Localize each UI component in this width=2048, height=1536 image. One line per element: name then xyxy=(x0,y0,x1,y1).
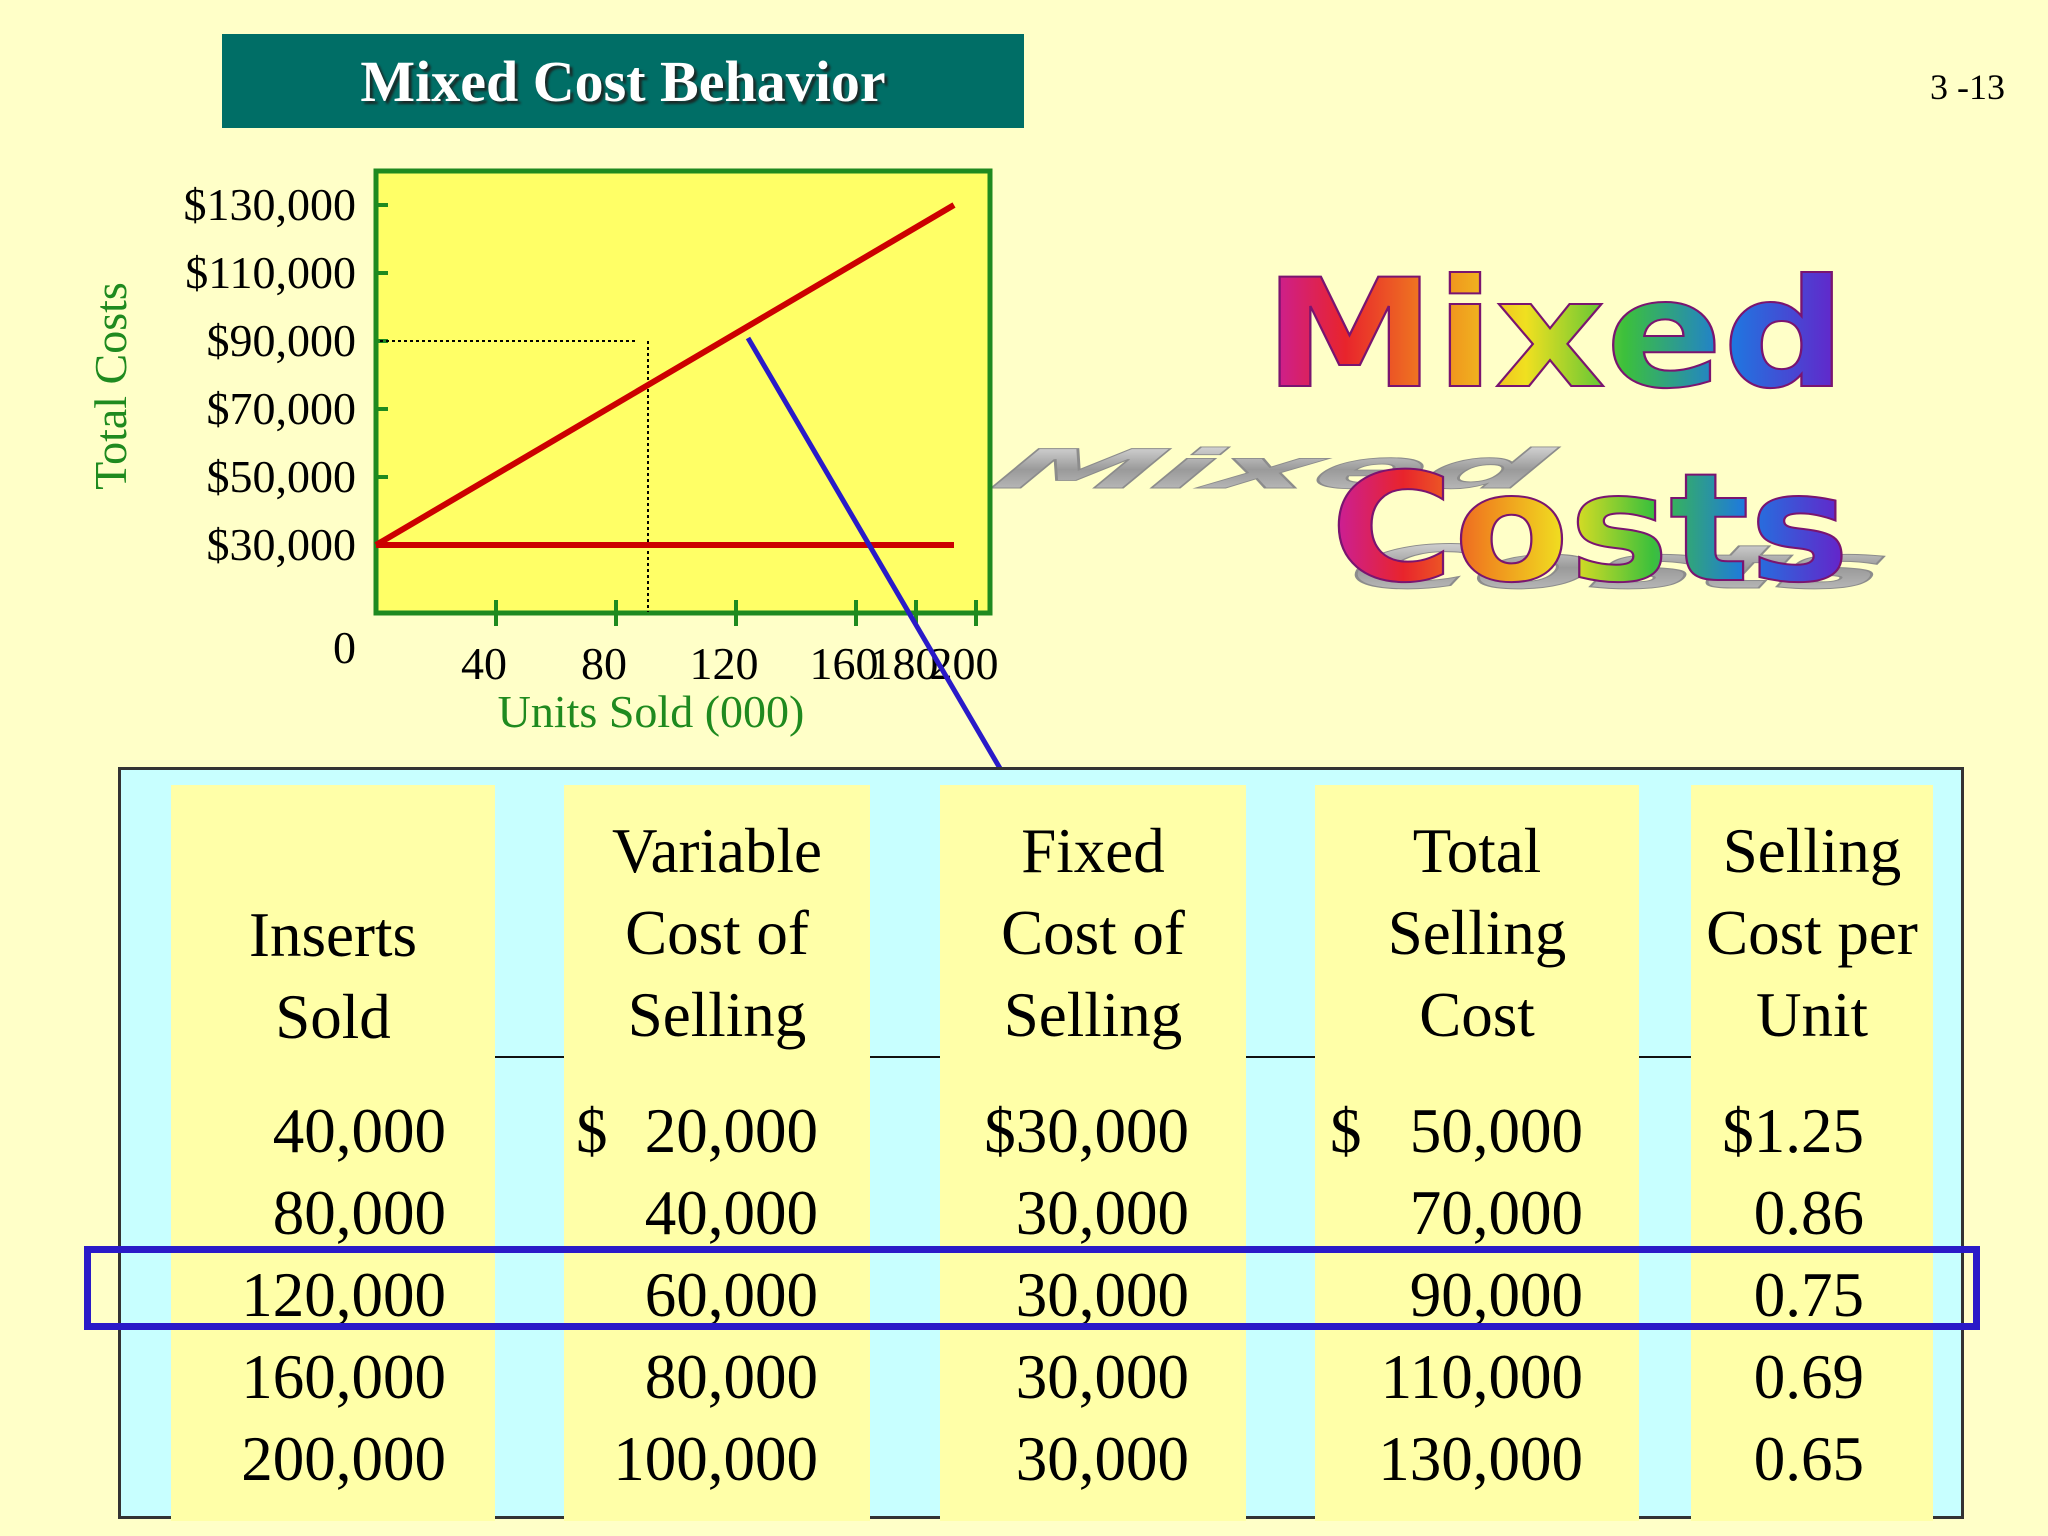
y-tick-label: $30,000 xyxy=(207,519,357,570)
cost-chart: 0 $30,000 $50,000 $70,000 $90,000 $110,000 $13… xyxy=(85,168,999,737)
mixed-word-art: Mixed xyxy=(1264,248,1846,422)
table-cell: 100,000 xyxy=(613,1424,818,1494)
y-tick-label: $70,000 xyxy=(207,383,357,434)
table-cell: $50,000 xyxy=(1330,1090,1583,1172)
y-tick-label: 0 xyxy=(333,622,356,673)
x-tick-label: 80 xyxy=(581,638,627,689)
table-cell: 120,000 xyxy=(241,1260,446,1330)
table-cell: 40,000 xyxy=(644,1178,818,1248)
mixed-shadow-text: Mixed xyxy=(961,438,1584,501)
table-cell: 0.65 xyxy=(1753,1424,1864,1494)
x-axis-label: Units Sold (000) xyxy=(498,686,805,737)
x-tick-label: 120 xyxy=(690,638,759,689)
column-background xyxy=(1315,785,1639,1521)
table-cell: 30,000 xyxy=(1015,1260,1189,1330)
table-cell: 30,000 xyxy=(1015,1342,1189,1412)
column-background xyxy=(940,785,1246,1521)
y-tick-label: $110,000 xyxy=(185,247,356,298)
column-background xyxy=(564,785,870,1521)
highlighted-row-box xyxy=(84,1246,1980,1330)
table-cell: 130,000 xyxy=(1378,1424,1583,1494)
costs-shadow-text: Costs xyxy=(1318,533,1921,603)
y-tick-label: $90,000 xyxy=(207,315,357,366)
table-cell: 90,000 xyxy=(1409,1260,1583,1330)
table-cell: 0.86 xyxy=(1753,1178,1864,1248)
slide-title: Mixed Cost Behavior xyxy=(222,34,1024,128)
column-header: Inserts Sold xyxy=(249,900,417,1052)
x-tick-label: 40 xyxy=(461,638,507,689)
table-cell: 60,000 xyxy=(644,1260,818,1330)
table-cell: 0.69 xyxy=(1753,1342,1864,1412)
table-cell: 110,000 xyxy=(1380,1342,1583,1412)
table-cell: 80,000 xyxy=(644,1342,818,1412)
currency-symbol: $ xyxy=(576,1096,608,1166)
table-cell: $30,000 xyxy=(984,1096,1189,1166)
table-cell: 80,000 xyxy=(272,1178,446,1248)
cell-value: 50,000 xyxy=(1409,1096,1583,1166)
table-cell: 160,000 xyxy=(241,1342,446,1412)
y-axis-label: Total Costs xyxy=(85,282,136,490)
x-tick-label: 160 xyxy=(810,638,879,689)
column-background xyxy=(1691,785,1933,1521)
total-cost-line xyxy=(374,202,956,548)
currency-symbol: $ xyxy=(1330,1096,1362,1166)
costs-word-art: Costs xyxy=(1330,441,1849,616)
table-cell: 30,000 xyxy=(1015,1178,1189,1248)
cost-table: Inserts Sold Variable Cost of Selling Fixe… xyxy=(118,767,1964,1521)
cell-value: 20,000 xyxy=(644,1096,818,1166)
table-cell: $1.25 xyxy=(1722,1096,1864,1166)
column-header: Total Selling Cost xyxy=(1387,816,1567,1050)
column-header: Variable Cost of Selling xyxy=(612,816,822,1050)
table-cell: 0.75 xyxy=(1753,1260,1864,1330)
table-cell: 200,000 xyxy=(241,1424,446,1494)
column-header: Selling Cost per Unit xyxy=(1706,816,1918,1050)
slide-number: 3 -13 xyxy=(1930,67,2005,107)
column-background xyxy=(171,785,495,1521)
table-cell: 30,000 xyxy=(1015,1424,1189,1494)
column-header: Fixed Cost of Selling xyxy=(1001,816,1185,1050)
table-cell: $20,000 xyxy=(576,1090,818,1172)
y-tick-label: $130,000 xyxy=(184,179,357,230)
table-cell: 40,000 xyxy=(272,1096,446,1166)
table-cell: 70,000 xyxy=(1409,1178,1583,1248)
y-tick-label: $50,000 xyxy=(207,451,357,502)
